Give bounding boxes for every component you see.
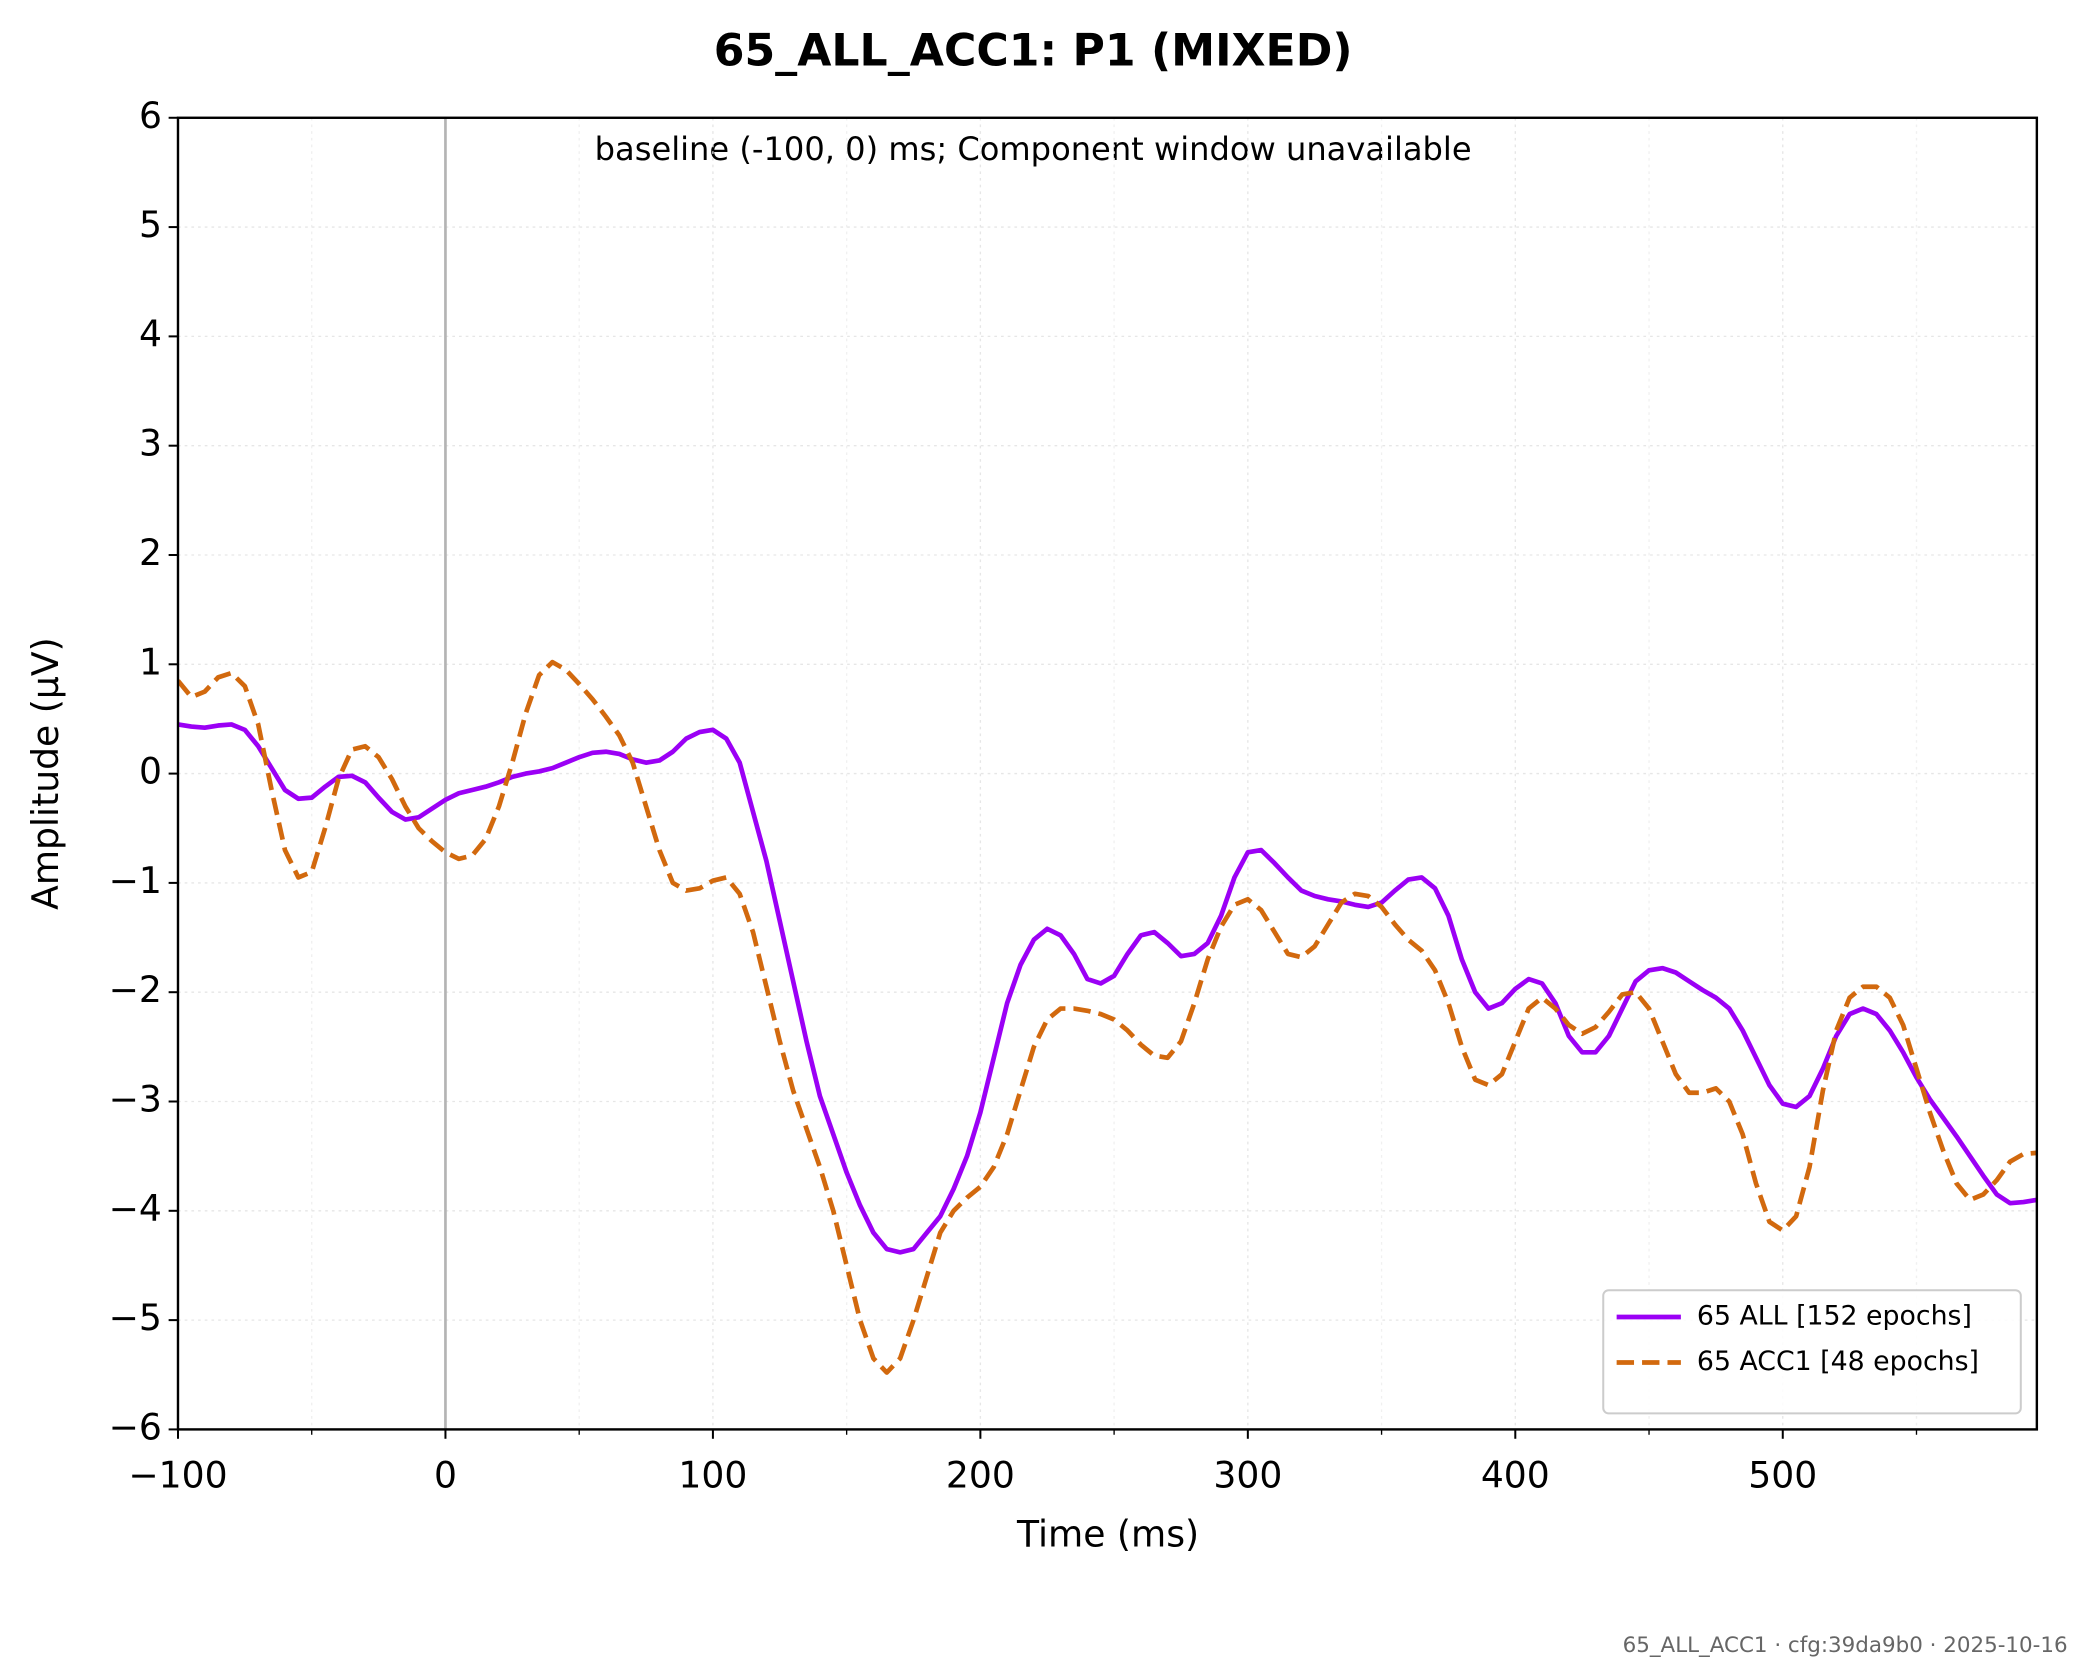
y-tick-label: 1 xyxy=(139,640,162,683)
legend-box xyxy=(1602,1289,2022,1415)
x-tick-label: 500 xyxy=(1748,1454,1817,1497)
x-tick-label: 100 xyxy=(678,1454,747,1497)
series-line xyxy=(177,722,2037,1255)
y-tick-label: −1 xyxy=(109,859,162,902)
plot-frame xyxy=(176,116,2039,1431)
x-tick-label: −100 xyxy=(128,1454,227,1497)
y-tick-label: 3 xyxy=(139,422,162,465)
x-tick-label: 200 xyxy=(946,1454,1015,1497)
x-tick-label: 400 xyxy=(1481,1454,1550,1497)
y-axis-label: Amplitude (µV) xyxy=(24,637,67,910)
y-tick-label: 4 xyxy=(139,312,162,355)
x-tick-label: 300 xyxy=(1213,1454,1282,1497)
y-tick-label: 5 xyxy=(139,203,162,246)
x-axis-label: Time (ms) xyxy=(1016,1512,1199,1555)
y-tick-label: −6 xyxy=(109,1405,162,1448)
series-line xyxy=(177,659,2037,1375)
y-tick-label: −5 xyxy=(109,1296,162,1339)
x-tick-label: 0 xyxy=(434,1454,457,1497)
y-tick-label: −4 xyxy=(109,1187,162,1230)
annotation: baseline (-100, 0) ms; Component window … xyxy=(595,130,1472,168)
legend-label: 65 ALL [152 epochs] xyxy=(1697,1300,1972,1331)
y-tick-label: −2 xyxy=(109,968,162,1011)
y-tick-label: 6 xyxy=(139,94,162,137)
chart-title: 65_ALL_ACC1: P1 (MIXED) xyxy=(714,26,1353,77)
legend-label: 65 ACC1 [48 epochs] xyxy=(1697,1346,1979,1377)
y-tick-label: 2 xyxy=(139,531,162,574)
y-tick-label: −3 xyxy=(109,1078,162,1121)
y-tick-label: 0 xyxy=(139,750,162,793)
footer: 65_ALL_ACC1 · cfg:39da9b0 · 2025-10-16 xyxy=(1623,1633,2068,1658)
